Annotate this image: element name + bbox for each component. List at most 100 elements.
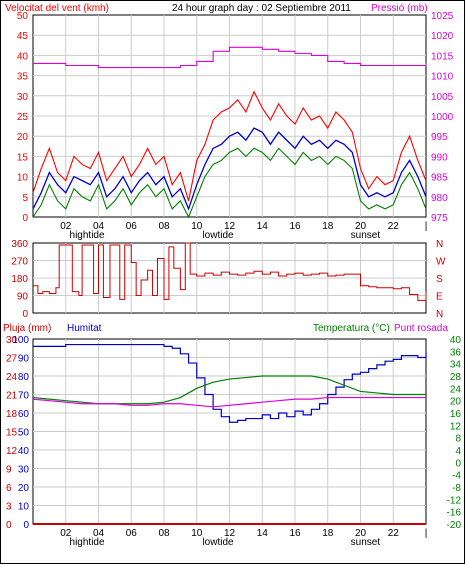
- humidity-tick-label: 20: [18, 483, 30, 494]
- temperature-tick-label: 12: [450, 421, 462, 432]
- pressure-tick-label: 1010: [431, 72, 454, 83]
- series-humidity: [33, 343, 427, 423]
- panels: 0510152025303540455097598098599099510001…: [6, 11, 461, 548]
- rain-tick-label: 12: [6, 446, 18, 457]
- compass-tick-label: W: [436, 257, 446, 268]
- x-marker-hightide: hightide: [70, 537, 105, 548]
- wind-tick-label: 30: [17, 92, 29, 103]
- humidity-tick-label: 50: [18, 428, 30, 439]
- wind-axis-title: Velocitat del vent (kmh): [5, 3, 109, 14]
- series-direction: [33, 242, 427, 301]
- temperature-tick-label: 40: [450, 335, 462, 346]
- x-tick-label: 08: [158, 221, 170, 232]
- pressure-axis-title: Pressió (mb): [371, 3, 428, 14]
- rain-tick-label: 0: [6, 520, 12, 531]
- rain-tick-label: 27: [6, 354, 18, 365]
- x-tick-label: 20: [355, 528, 367, 539]
- pressure-tick-label: 1020: [431, 31, 454, 42]
- wind-tick-label: 15: [17, 152, 29, 163]
- x-tick-label: 22: [388, 221, 400, 232]
- x-marker-sunset: sunset: [351, 537, 381, 548]
- direction-tick-label: 270: [11, 257, 28, 268]
- temperature-tick-label: 16: [450, 409, 462, 420]
- humidity-tick-label: 100: [12, 335, 29, 346]
- x-marker-hightide: hightide: [70, 230, 105, 241]
- compass-tick-label: E: [436, 292, 443, 303]
- x-tick-label: 02: [60, 221, 72, 232]
- x-tick-label: 12: [224, 528, 236, 539]
- temperature-tick-label: 0: [455, 458, 461, 469]
- x-tick-label: 18: [322, 528, 334, 539]
- wind-tick-label: 0: [22, 213, 28, 224]
- rain-tick-label: 9: [6, 465, 12, 476]
- pressure-tick-label: 990: [431, 152, 448, 163]
- x-tick-label: 22: [388, 528, 400, 539]
- temperature-tick-label: -4: [452, 471, 461, 482]
- direction-tick-label: 360: [11, 239, 28, 250]
- wind-tick-label: 20: [17, 132, 29, 143]
- x-tick-label: 20: [355, 221, 367, 232]
- x-tick-label: 06: [126, 221, 138, 232]
- temperature-axis-title: Temperatura (°C): [313, 323, 390, 334]
- temperature-tick-label: -12: [447, 495, 462, 506]
- x-marker-lowtide: lowtide: [202, 230, 234, 241]
- direction-tick-label: 90: [17, 292, 29, 303]
- x-tick-label: 08: [158, 528, 170, 539]
- wind-tick-label: 25: [17, 112, 29, 123]
- x-tick-label: 10: [191, 221, 203, 232]
- x-tick-label: 14: [257, 221, 269, 232]
- x-tick-label: 16: [289, 528, 301, 539]
- wind-tick-label: 50: [17, 11, 29, 22]
- temperature-tick-label: 36: [450, 347, 462, 358]
- compass-tick-label: N: [436, 239, 443, 250]
- compass-tick-label: N: [436, 309, 443, 320]
- x-tick-label: 16: [289, 221, 301, 232]
- temperature-tick-label: 4: [455, 446, 461, 457]
- pressure-tick-label: 1015: [431, 51, 454, 62]
- x-tick-label: 04: [93, 528, 105, 539]
- temperature-tick-label: -16: [447, 508, 462, 519]
- rain-tick-label: 3: [6, 502, 12, 513]
- series-dew_point: [32, 396, 426, 408]
- x-tick-label: 10: [191, 528, 203, 539]
- x-marker-sunset: sunset: [351, 230, 381, 241]
- dew-point-axis-title: Punt rosada: [394, 323, 448, 334]
- wind-tick-label: 40: [17, 51, 29, 62]
- wind-tick-label: 45: [17, 31, 29, 42]
- rain-tick-label: 24: [6, 372, 18, 383]
- temperature-tick-label: -8: [452, 483, 461, 494]
- wind-tick-label: 5: [22, 193, 28, 204]
- pressure-tick-label: 1025: [431, 11, 454, 22]
- rain-tick-label: 30: [6, 335, 18, 346]
- pressure-tick-label: 980: [431, 193, 448, 204]
- series-gust: [32, 90, 427, 201]
- wind-tick-label: 35: [17, 72, 29, 83]
- temperature-tick-label: 34: [450, 360, 462, 371]
- x-tick-label: 02: [60, 528, 72, 539]
- temperature-tick-label: 20: [450, 397, 462, 408]
- temperature-tick-label: 8: [455, 434, 461, 445]
- humidity-tick-label: 80: [18, 372, 30, 383]
- x-tick-label: 14: [257, 528, 269, 539]
- pressure-tick-label: 1000: [431, 112, 454, 123]
- temperature-tick-label: 24: [450, 384, 462, 395]
- humidity-tick-label: 40: [18, 446, 30, 457]
- x-tick-label: 06: [126, 528, 138, 539]
- humidity-tick-label: 30: [18, 465, 30, 476]
- humidity-tick-label: 10: [18, 502, 30, 513]
- wind-tick-label: 10: [17, 173, 29, 184]
- humidity-tick-label: 90: [18, 354, 30, 365]
- graph-title: 24 hour graph day : 02 Septiembre 2011: [172, 3, 351, 14]
- rain-tick-label: 18: [6, 409, 18, 420]
- direction-tick-label: 0: [22, 309, 28, 320]
- direction-tick-label: 180: [11, 274, 28, 285]
- x-tick-label: |: [425, 221, 428, 232]
- pressure-tick-label: 1005: [431, 92, 454, 103]
- humidity-tick-label: 60: [18, 409, 30, 420]
- x-marker-lowtide: lowtide: [202, 537, 234, 548]
- humidity-axis-title: Humitat: [67, 323, 102, 334]
- rain-axis-title: Pluja (mm): [3, 323, 51, 334]
- temperature-tick-label: 28: [450, 372, 462, 383]
- compass-tick-label: S: [436, 274, 443, 285]
